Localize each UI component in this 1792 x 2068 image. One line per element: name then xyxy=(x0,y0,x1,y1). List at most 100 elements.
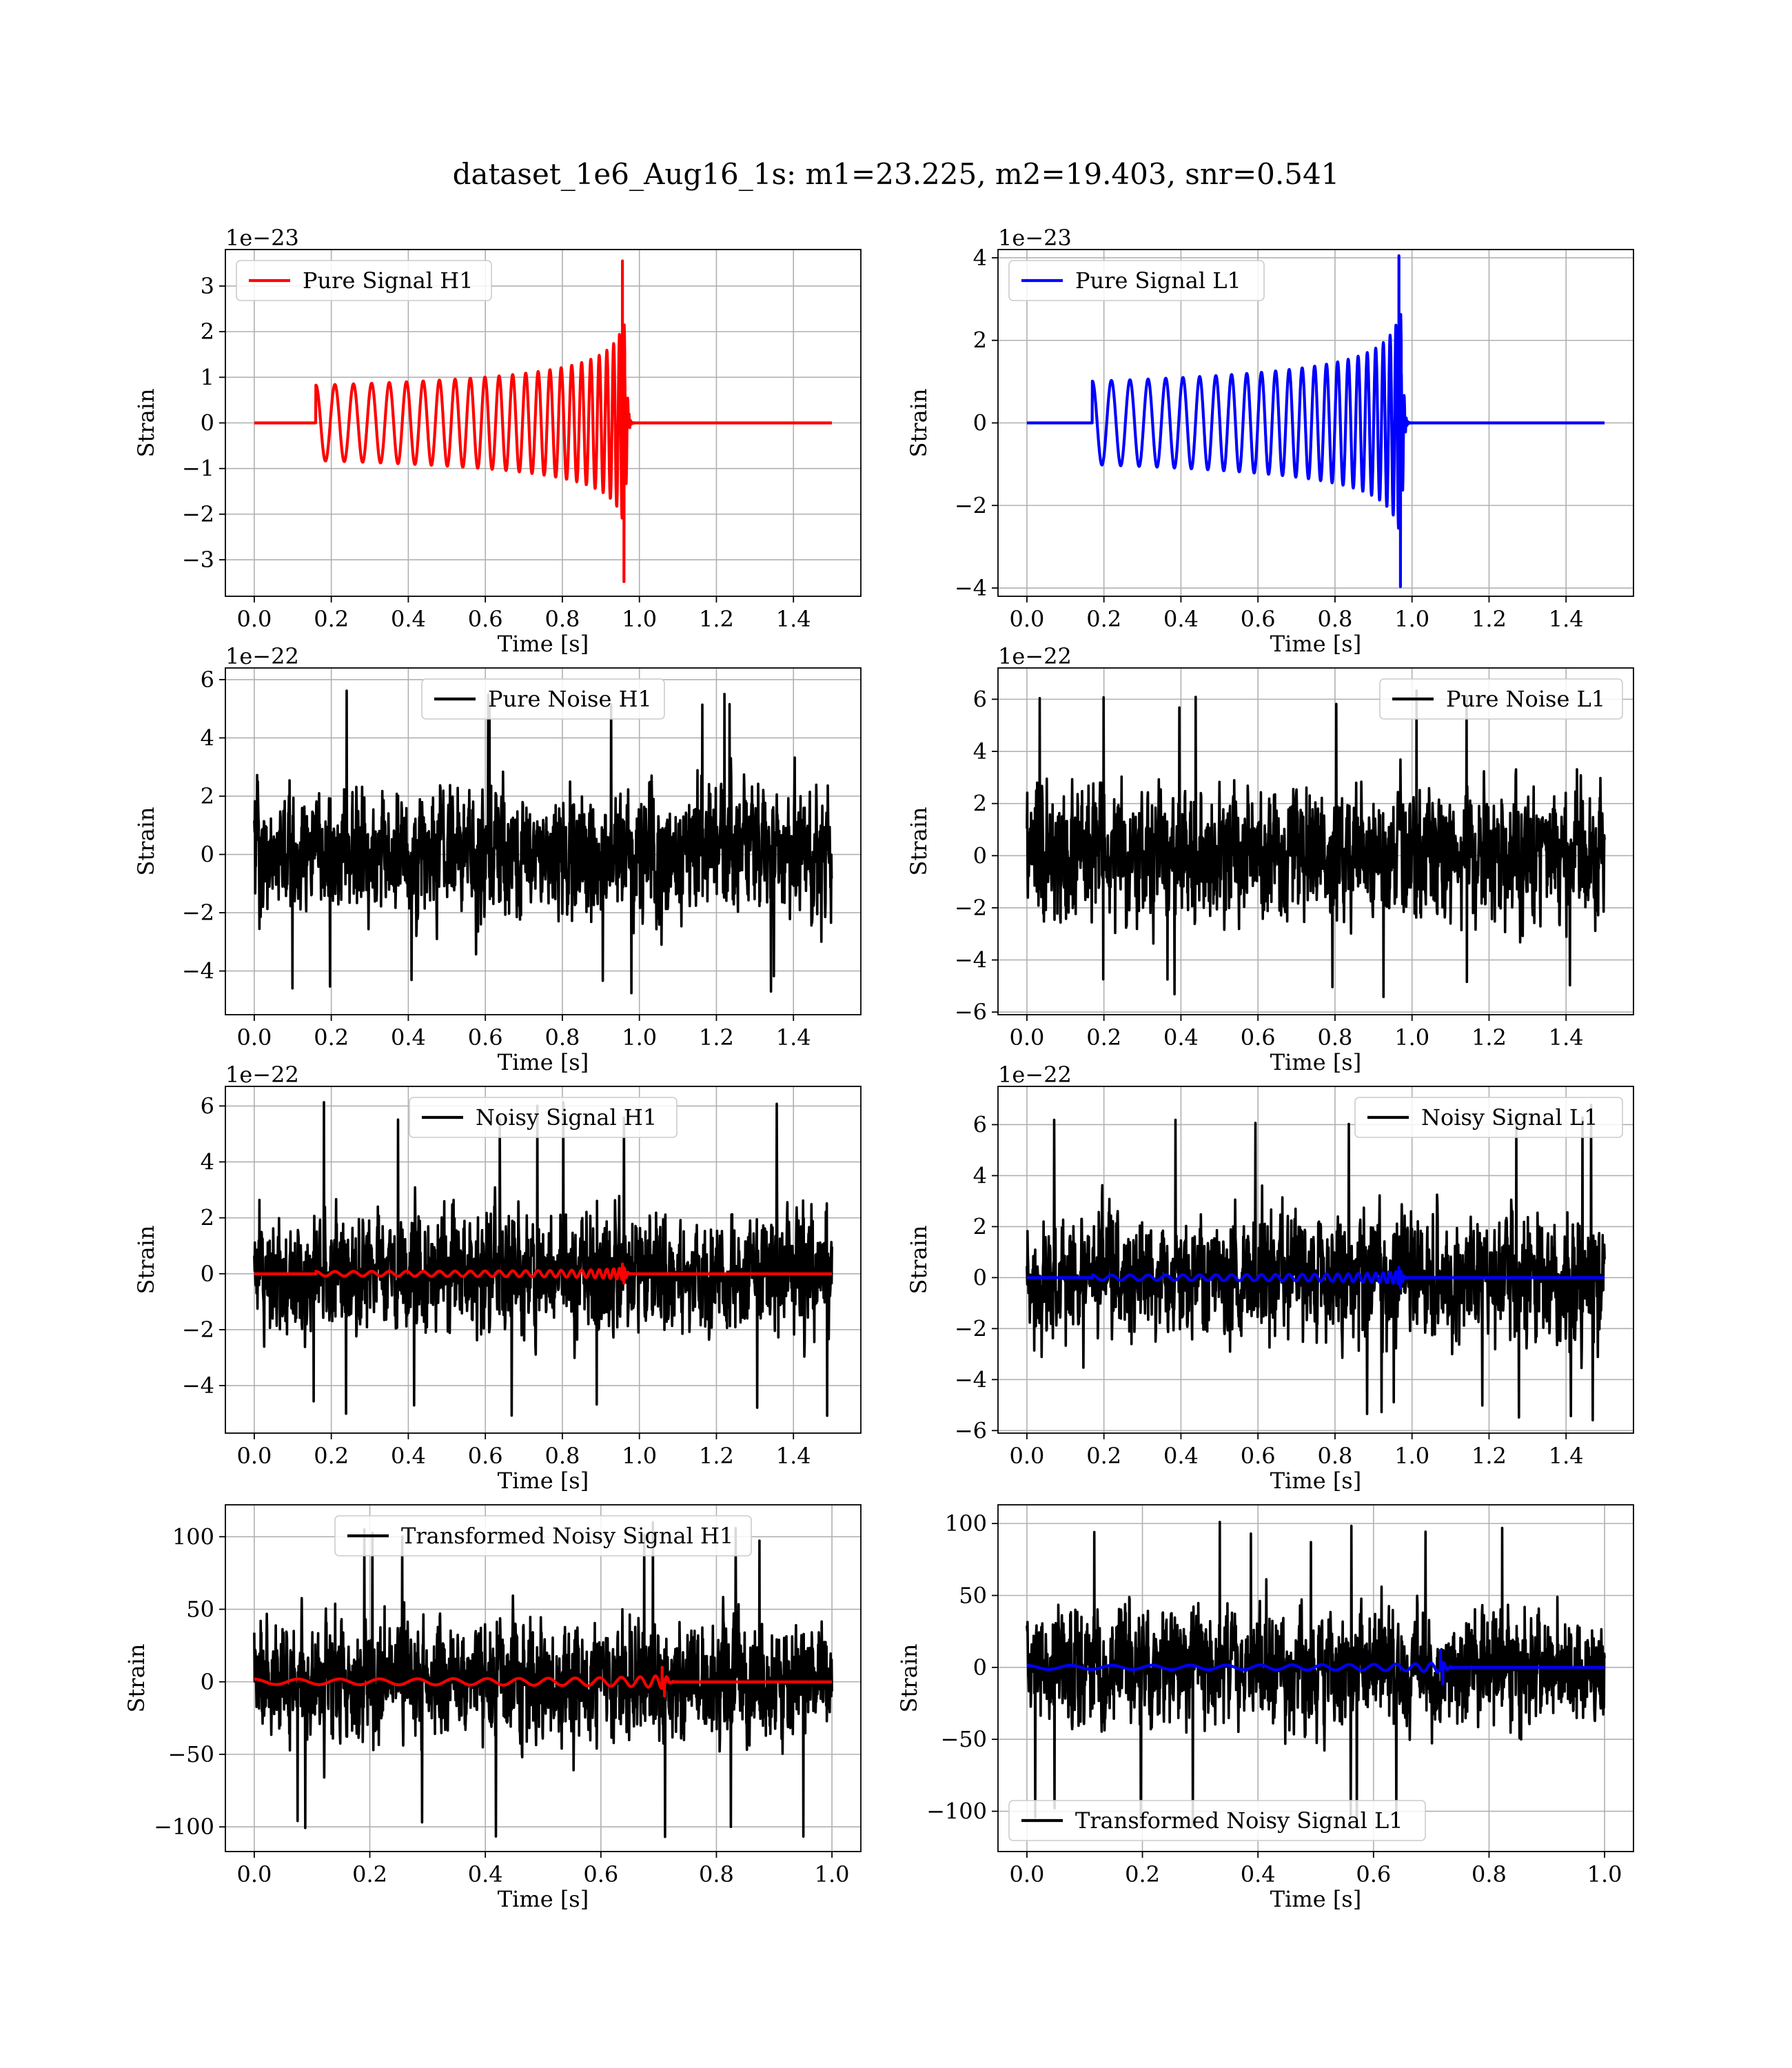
y-tick-label: 4 xyxy=(973,1162,987,1188)
y-tick-label: 6 xyxy=(973,686,987,712)
x-tick-label: 1.4 xyxy=(776,1024,811,1051)
legend-box xyxy=(1379,678,1623,720)
y-axis-label: Strain xyxy=(133,389,159,458)
legend-label: Pure Noise H1 xyxy=(488,686,652,712)
x-tick-label: 0.8 xyxy=(1317,1024,1352,1051)
x-tick-label: 0.0 xyxy=(236,1861,272,1887)
y-tick-label: −2 xyxy=(955,1315,987,1341)
axes-frame xyxy=(225,667,862,1015)
y-tick-label: 100 xyxy=(172,1523,214,1550)
legend-label: Pure Signal H1 xyxy=(303,267,474,294)
y-tick-label: 2 xyxy=(201,1205,214,1231)
x-tick-label: 0.4 xyxy=(1163,1024,1199,1051)
y-offset-text: 1e−23 xyxy=(225,225,299,251)
x-tick-label: 0.4 xyxy=(1241,1861,1276,1887)
x-tick-label: 0.8 xyxy=(544,1024,580,1051)
series-line-noise xyxy=(1026,1521,1606,1827)
legend-box xyxy=(1008,260,1265,301)
x-tick-label: 0.8 xyxy=(1317,606,1352,632)
x-tick-label: 1.2 xyxy=(1472,1024,1507,1051)
y-axis-label: Strain xyxy=(123,1644,150,1713)
y-tick-label: −1 xyxy=(182,456,214,482)
legend: Pure Noise H1 xyxy=(421,678,665,720)
y-tick-label: −2 xyxy=(955,492,987,518)
x-tick-label: 1.0 xyxy=(622,606,657,632)
x-axis-label: Time [s] xyxy=(1270,1886,1361,1912)
x-tick-label: 1.4 xyxy=(1549,1024,1584,1051)
x-tick-label: 0.2 xyxy=(1125,1861,1160,1887)
x-tick-label: 0.0 xyxy=(1009,606,1044,632)
y-tick-label: 6 xyxy=(201,667,214,693)
y-tick-label: −50 xyxy=(167,1741,214,1767)
x-axis-label: Time [s] xyxy=(498,631,589,657)
y-tick-label: 0 xyxy=(973,1264,987,1290)
x-tick-label: 0.0 xyxy=(236,1443,272,1469)
x-tick-label: 0.4 xyxy=(468,1861,503,1887)
legend-box xyxy=(1008,1800,1426,1841)
x-axis-label: Time [s] xyxy=(1270,1468,1361,1494)
y-tick-label: −2 xyxy=(182,1317,214,1343)
y-tick-label: 6 xyxy=(973,1111,987,1137)
chart-transformed-noisy-signal-h1: 0.0 0.2 0.4 0.6 0.8 1.0 −100 −50 0 50 100 Time [s] S… xyxy=(123,1504,862,1912)
axes-frame xyxy=(225,1504,862,1852)
x-tick-label: 0.6 xyxy=(1241,606,1276,632)
x-tick-label: 1.2 xyxy=(699,606,734,632)
chart-noisy-signal-l1: 0.0 0.2 0.4 0.6 0.8 1.0 1.2 1.4 −6 −4 −2 0 2 4 6 Time [… xyxy=(906,1062,1634,1494)
y-offset-text: 1e−22 xyxy=(998,1062,1072,1088)
y-tick-label: 4 xyxy=(201,1149,214,1175)
series-line-signal xyxy=(1026,254,1606,589)
chart-noisy-signal-h1: 0.0 0.2 0.4 0.6 0.8 1.0 1.2 1.4 −4 −2 0 2 4 6 Time [s]… xyxy=(133,1062,862,1494)
x-tick-label: 1.0 xyxy=(1394,1443,1429,1469)
x-tick-label: 0.0 xyxy=(1009,1443,1044,1469)
y-tick-label: 4 xyxy=(201,724,214,751)
x-axis-label: Time [s] xyxy=(498,1049,589,1075)
axes-frame xyxy=(997,667,1634,1015)
x-tick-label: 1.4 xyxy=(1549,606,1584,632)
x-tick-label: 0.4 xyxy=(1163,606,1199,632)
x-tick-label: 0.2 xyxy=(314,606,349,632)
x-tick-label: 0.2 xyxy=(1086,1024,1121,1051)
legend-label: Pure Signal L1 xyxy=(1075,267,1241,294)
x-axis-label: Time [s] xyxy=(498,1468,589,1494)
legend-box xyxy=(421,678,665,720)
series-line-noise xyxy=(1026,1104,1606,1421)
chart-pure-noise-l1: 0.0 0.2 0.4 0.6 0.8 1.0 1.2 1.4 −6 −4 −2 0 2 4 6 Time [… xyxy=(906,643,1634,1075)
legend-label: Transformed Noisy Signal L1 xyxy=(1075,1807,1403,1834)
series-line-signal xyxy=(253,259,833,583)
y-offset-text: 1e−22 xyxy=(225,1062,299,1088)
y-tick-label: 0 xyxy=(201,410,214,436)
x-tick-label: 1.2 xyxy=(1472,1443,1507,1469)
x-tick-label: 0.2 xyxy=(1086,606,1121,632)
x-tick-label: 1.0 xyxy=(622,1443,657,1469)
y-tick-label: −4 xyxy=(955,575,987,601)
y-tick-label: 4 xyxy=(973,738,987,764)
legend-label: Noisy Signal L1 xyxy=(1421,1104,1598,1131)
legend: Noisy Signal H1 xyxy=(409,1097,678,1138)
x-tick-label: 0.2 xyxy=(352,1861,387,1887)
legend-box xyxy=(236,260,492,301)
x-tick-label: 0.0 xyxy=(1009,1024,1044,1051)
series-line-signal xyxy=(253,1665,833,1698)
legend-label: Transformed Noisy Signal H1 xyxy=(401,1523,733,1549)
y-tick-label: 0 xyxy=(201,1261,214,1287)
legend: Pure Signal L1 xyxy=(1008,260,1265,301)
x-tick-label: 0.8 xyxy=(1472,1861,1507,1887)
axes-frame xyxy=(997,1086,1634,1434)
x-tick-label: 1.0 xyxy=(1394,606,1429,632)
y-offset-text: 1e−23 xyxy=(998,225,1072,251)
x-tick-label: 0.2 xyxy=(314,1443,349,1469)
chart-transformed-noisy-signal-l1: 0.0 0.2 0.4 0.6 0.8 1.0 −100 −50 0 50 100 Time [s] S… xyxy=(896,1504,1634,1912)
legend-box xyxy=(1354,1097,1623,1138)
y-tick-label: −3 xyxy=(182,547,214,573)
y-tick-label: 2 xyxy=(201,318,214,345)
y-axis-label: Strain xyxy=(133,807,159,876)
y-tick-label: 0 xyxy=(973,842,987,869)
x-tick-label: 0.0 xyxy=(236,1024,272,1051)
y-tick-label: 2 xyxy=(973,791,987,817)
legend-label: Pure Noise L1 xyxy=(1446,686,1605,712)
y-tick-label: 4 xyxy=(973,245,987,271)
x-axis-label: Time [s] xyxy=(1270,631,1361,657)
y-tick-label: −50 xyxy=(940,1726,987,1752)
legend: Transformed Noisy Signal L1 xyxy=(1008,1800,1426,1841)
y-tick-label: −100 xyxy=(154,1814,214,1840)
